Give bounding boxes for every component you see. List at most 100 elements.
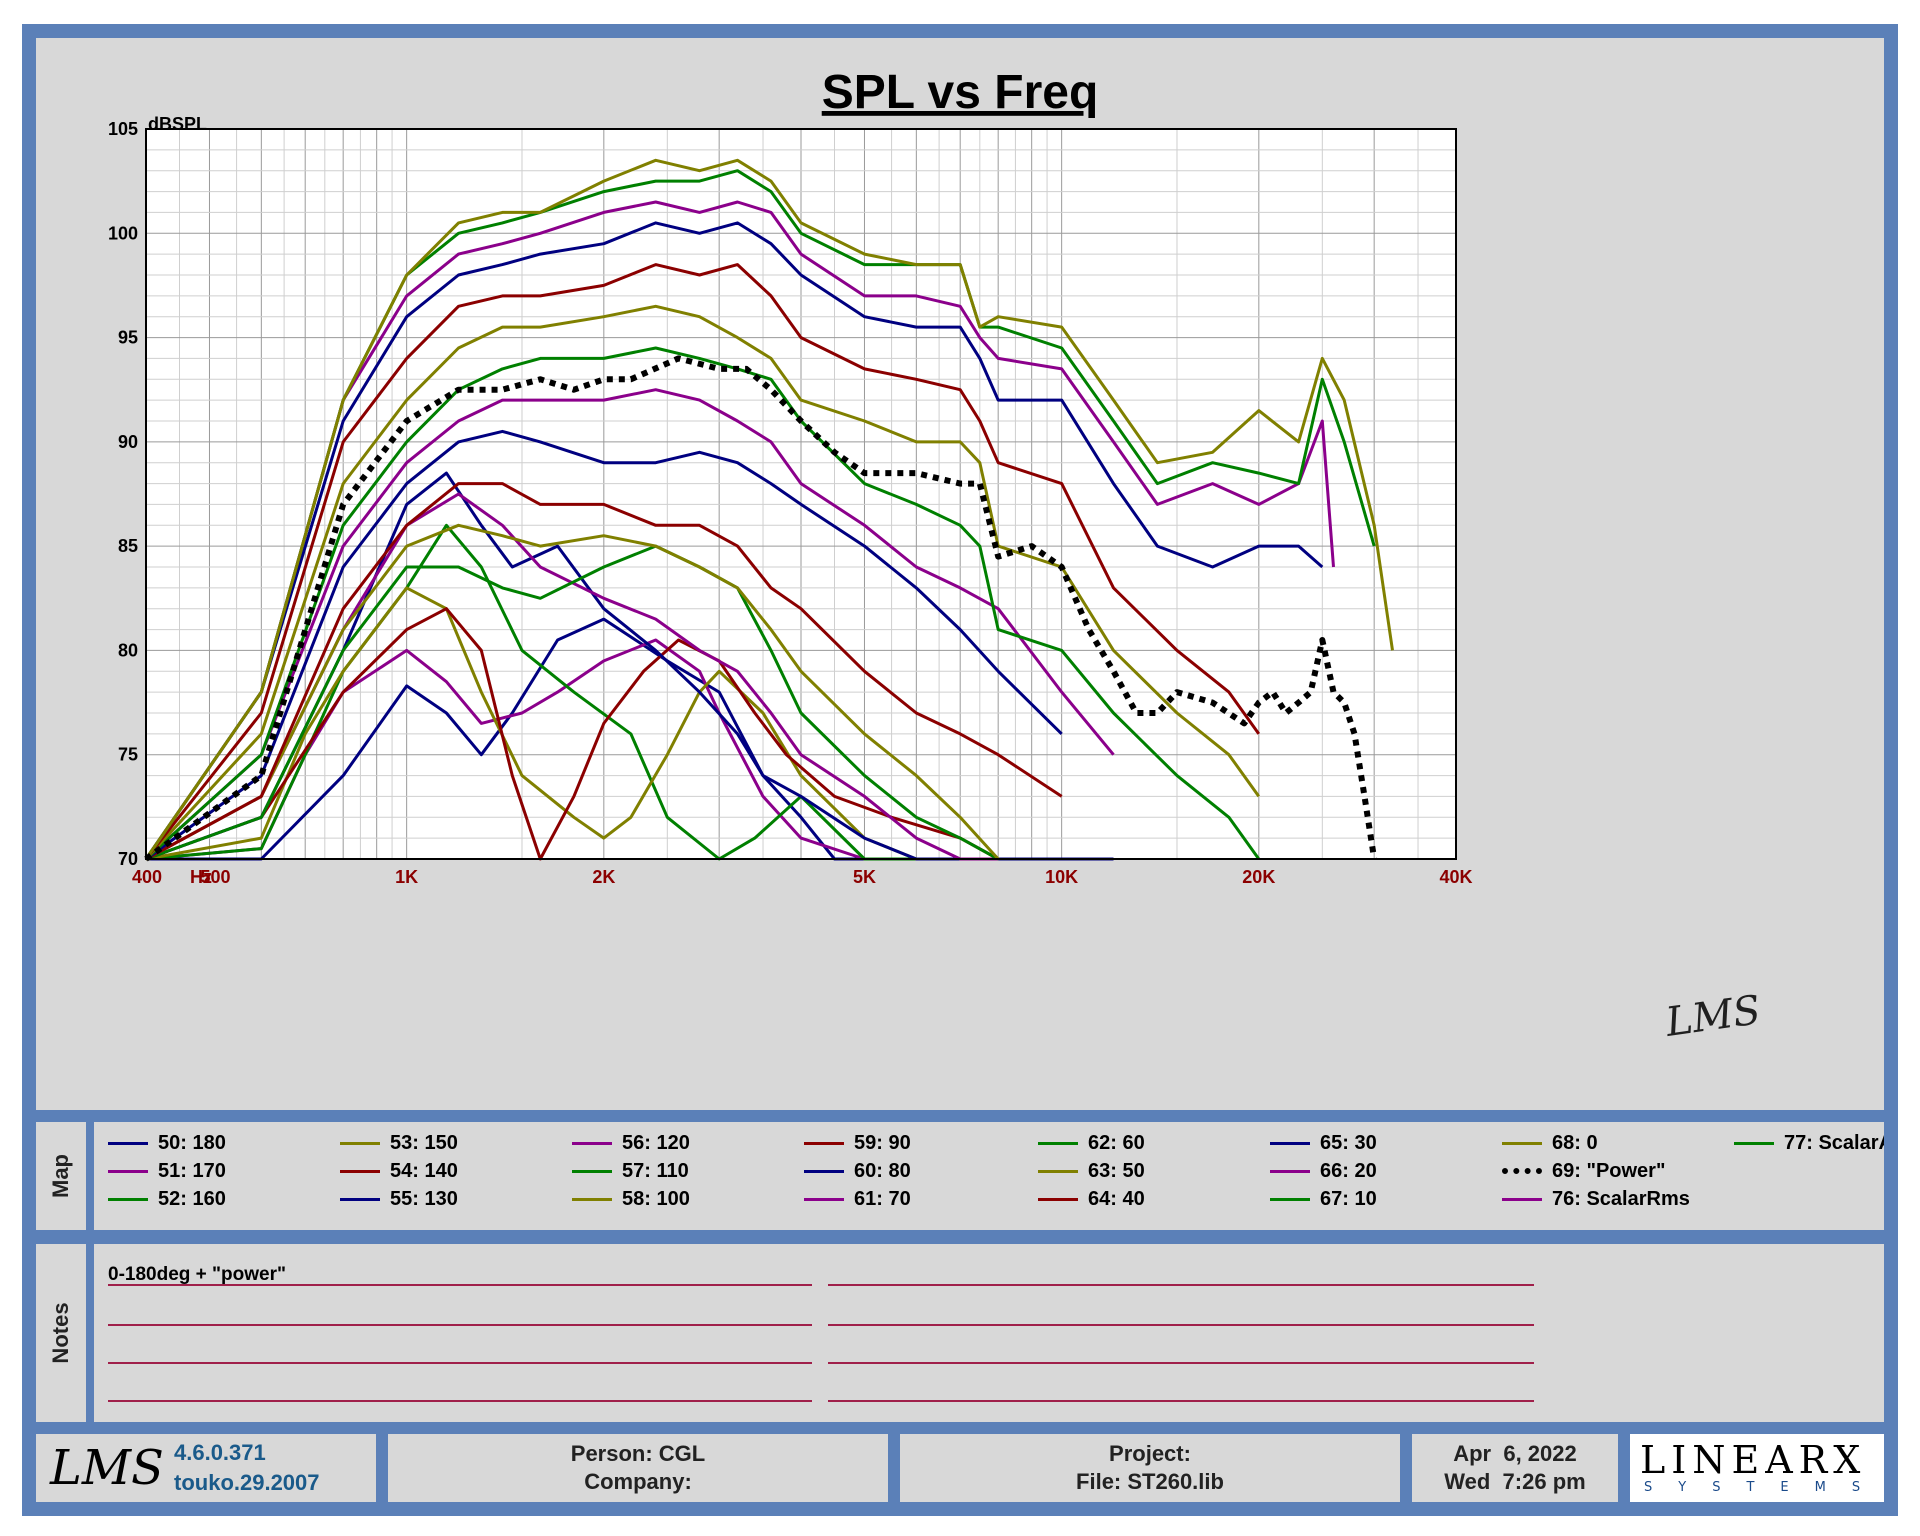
note-line: [828, 1362, 1534, 1364]
legend-swatch: [572, 1141, 612, 1145]
legend-item: 60: 80: [804, 1158, 911, 1184]
note-line: [108, 1362, 812, 1364]
plot-border: [145, 128, 1457, 860]
series-line: [145, 607, 999, 861]
legend-item: 76: ScalarRms: [1502, 1186, 1690, 1212]
y-tick-label: 75: [118, 745, 138, 765]
series-line: [144, 169, 1376, 860]
legend-swatch: [572, 1197, 612, 1201]
note-line: [828, 1284, 1534, 1286]
map-tab: Map: [36, 1122, 86, 1230]
legend-item: 54: 140: [340, 1158, 458, 1184]
window-frame: SPL vs Freq dBSPL 105 100 95 90 85 80 75 70 400 5…: [22, 24, 1898, 1516]
legend-swatch: [1038, 1141, 1078, 1145]
legend-label: 51: 170: [158, 1159, 226, 1182]
x-tick-label: 1K: [395, 867, 418, 887]
series-line: [144, 304, 1261, 861]
footer-date-box: Apr 6, 2022 Wed 7:26 pm: [1412, 1434, 1618, 1502]
legend-item: 51: 170: [108, 1158, 226, 1184]
legend-label: 65: 30: [1320, 1131, 1377, 1154]
legend-panel: 50: 180 51: 170 52: 160 53: 150 54: 140 55: 1…: [94, 1122, 1884, 1230]
y-tick-label: 80: [118, 640, 138, 660]
legend-swatch: [804, 1141, 844, 1145]
build-text: touko.29.2007: [174, 1470, 320, 1495]
series-line: [144, 388, 1115, 861]
y-tick-label: 105: [108, 119, 138, 139]
note-line: [108, 1400, 812, 1402]
time-text: Wed 7:26 pm: [1444, 1469, 1586, 1494]
legend-label: 66: 20: [1320, 1159, 1377, 1182]
legend-label: 62: 60: [1088, 1131, 1145, 1154]
legend-swatch: [108, 1169, 148, 1173]
legend-item: 69: "Power": [1502, 1158, 1665, 1184]
x-tick-label: 40K: [1439, 867, 1472, 887]
y-tick-label: 70: [118, 849, 138, 869]
legend-label: 57: 110: [622, 1159, 689, 1182]
legend-item: 65: 30: [1270, 1130, 1377, 1156]
x-unit-label: Hz: [190, 867, 212, 887]
legend-swatch: [340, 1169, 380, 1173]
note-line: [828, 1324, 1534, 1326]
legend-label: 63: 50: [1088, 1159, 1145, 1182]
legend-swatch: [108, 1197, 148, 1201]
y-tick-label: 100: [108, 223, 138, 243]
legend-item: 68: 0: [1502, 1130, 1598, 1156]
x-tick-label: 5K: [853, 867, 876, 887]
series-line: [145, 482, 1063, 861]
legend-label: 61: 70: [854, 1187, 911, 1210]
lms-logo: LMS: [50, 1440, 164, 1496]
grid: [145, 128, 1457, 860]
legend-swatch: [1038, 1197, 1078, 1201]
legend-label: 69: "Power": [1552, 1159, 1666, 1182]
legend-label: 53: 150: [390, 1131, 458, 1154]
note-line: [108, 1284, 812, 1286]
legend-item: 66: 20: [1270, 1158, 1377, 1184]
notes-text: 0-180deg + "power": [108, 1264, 286, 1285]
legend-item: 57: 110: [572, 1158, 689, 1184]
linearx-subtitle: SYSTEMS: [1644, 1480, 1887, 1495]
series-line: [145, 586, 999, 861]
legend-label: 59: 90: [854, 1131, 911, 1154]
legend-swatch: [1502, 1141, 1542, 1145]
legend-swatch: [1270, 1169, 1310, 1173]
series-line: [145, 429, 1063, 861]
x-tick-label: 400: [132, 867, 162, 887]
legend-label: 68: 0: [1552, 1131, 1598, 1154]
series-line: [144, 221, 1324, 860]
footer-person-box: Person: CGL Company:: [388, 1434, 888, 1502]
footer-brand-box: LINEARX SYSTEMS: [1630, 1434, 1884, 1502]
legend-label: 52: 160: [158, 1187, 226, 1210]
version-text: 4.6.0.371: [174, 1440, 266, 1465]
x-tick-label: 10K: [1045, 867, 1078, 887]
notes-tab: Notes: [36, 1244, 86, 1422]
series-line: [144, 200, 1335, 860]
legend-item: 52: 160: [108, 1186, 226, 1212]
series-line: [144, 158, 1394, 860]
legend-label: 50: 180: [158, 1131, 226, 1154]
legend-swatch: [804, 1169, 844, 1173]
legend-item: 63: 50: [1038, 1158, 1145, 1184]
legend-label: 64: 40: [1088, 1187, 1145, 1210]
legend-label: 58: 100: [622, 1187, 690, 1210]
legend-item: 62: 60: [1038, 1130, 1145, 1156]
chart-panel: SPL vs Freq dBSPL 105 100 95 90 85 80 75 70 400 5…: [36, 38, 1884, 1110]
legend-item: 56: 120: [572, 1130, 690, 1156]
legend-swatch: [1502, 1197, 1542, 1201]
notes-panel[interactable]: 0-180deg + "power": [94, 1244, 1884, 1422]
y-tick-label: 90: [118, 432, 138, 452]
chart-title: SPL vs Freq: [822, 66, 1099, 119]
legend-label: 67: 10: [1320, 1187, 1377, 1210]
legend-item: 77: ScalarAv: [1734, 1130, 1884, 1156]
lms-watermark: LMS: [1662, 987, 1763, 1046]
legend-label: 60: 80: [854, 1159, 911, 1182]
legend-item: 55: 130: [340, 1186, 458, 1212]
legend-item: 50: 180: [108, 1130, 226, 1156]
legend-item: 61: 70: [804, 1186, 911, 1212]
linearx-logo: LINEARX: [1640, 1438, 1867, 1482]
x-tick-label: 2K: [592, 867, 615, 887]
x-tick-label: 20K: [1242, 867, 1275, 887]
footer-project-box: Project: File: ST260.lib: [900, 1434, 1400, 1502]
map-label: Map: [48, 1154, 73, 1198]
legend-swatch: [1734, 1141, 1774, 1145]
